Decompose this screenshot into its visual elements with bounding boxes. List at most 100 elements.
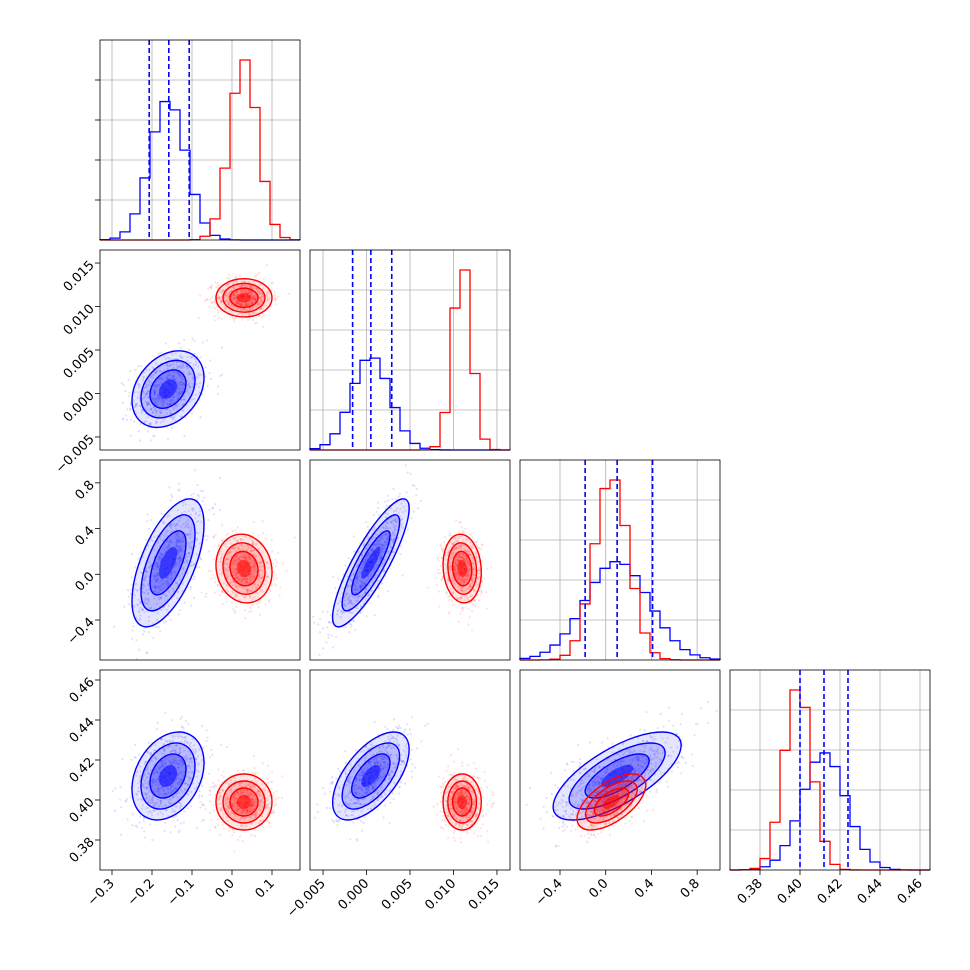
contour-blue — [341, 742, 401, 810]
contour-red — [222, 780, 266, 824]
density-fill-red — [457, 559, 467, 578]
density-fill-blue — [159, 546, 178, 579]
panel-background — [310, 670, 510, 870]
y-tick-label: −0.005 — [53, 432, 98, 477]
y-tick-label: 0.015 — [61, 258, 98, 295]
x-tick-label: −0.4 — [533, 876, 566, 909]
contour-red — [442, 533, 483, 604]
contour-red — [229, 787, 259, 817]
x-tick-label: 0.44 — [855, 876, 886, 907]
y-tick-label: 0.0 — [72, 569, 97, 594]
density-fill-red — [236, 559, 251, 578]
contour-blue — [140, 514, 196, 612]
panel-frame — [309, 459, 511, 661]
contour-red — [215, 277, 273, 318]
y-tick-label: 0.4 — [72, 524, 97, 549]
panel-frame — [99, 39, 301, 241]
x-tick-label: 0.46 — [895, 876, 926, 907]
contour-blue — [331, 498, 410, 628]
contour-blue — [131, 498, 205, 628]
x-tick-label: 0.015 — [466, 876, 503, 913]
x-tick-label: 0.42 — [815, 876, 846, 907]
panel-hist-3 — [729, 669, 931, 875]
y-tick-label: 0.46 — [67, 675, 98, 706]
x-tick-label: −0.005 — [284, 876, 329, 921]
contour-red — [215, 773, 273, 831]
panel-background — [100, 670, 300, 870]
y-tick-label: 0.42 — [67, 755, 98, 786]
y-tick-label: 0.40 — [67, 795, 98, 826]
contour-red — [447, 780, 478, 824]
panel-frame — [729, 669, 931, 871]
contour-red — [215, 533, 273, 604]
contour-blue — [131, 350, 205, 429]
contour-blue — [149, 530, 187, 596]
contour-blue — [140, 359, 196, 419]
contour-red — [576, 773, 647, 831]
panel-frame — [309, 249, 511, 451]
x-tick-label: 0.4 — [632, 876, 657, 901]
contour-blue — [351, 753, 391, 799]
y-tick-label: 0.005 — [61, 345, 98, 382]
panel-background — [100, 460, 300, 660]
x-tick-label: 0.40 — [775, 876, 806, 907]
x-tick-label: 0.0 — [213, 876, 238, 901]
panel-hist-1 — [309, 249, 511, 451]
contour-blue — [149, 369, 187, 409]
panel-frame — [519, 669, 721, 871]
x-tick-label: 0.000 — [335, 876, 372, 913]
density-fill-red — [237, 293, 251, 303]
density-fill-red — [457, 795, 467, 809]
x-tick-label: 0.1 — [253, 876, 278, 901]
y-tick-label: 0.44 — [67, 715, 98, 746]
x-tick-label: 0.010 — [422, 876, 459, 913]
x-tick-label: 0.38 — [735, 876, 766, 907]
x-tick-label: 0.0 — [586, 876, 611, 901]
panel-frame — [99, 459, 301, 661]
y-tick-label: 0.38 — [67, 835, 98, 866]
panel-2d-0-2: −0.4 0.0 0.4 0.8 — [65, 459, 301, 661]
density-fill-blue — [159, 765, 178, 788]
y-tick-label: 0.010 — [61, 302, 98, 339]
contour-red — [442, 773, 483, 831]
y-tick-label: 0.000 — [61, 389, 98, 426]
contour-red — [447, 542, 478, 595]
y-tick-label: 0.8 — [72, 478, 97, 503]
panel-2d-1-2 — [309, 459, 511, 661]
panel-2d-0-1: −0.005 0.000 0.005 0.010 0.015 — [53, 249, 301, 477]
contour-red — [229, 550, 259, 587]
contour-red — [585, 780, 638, 824]
density-fill-red — [237, 795, 251, 809]
contour-red — [229, 287, 259, 309]
contour-red — [451, 787, 473, 817]
scatter-red — [197, 754, 284, 853]
contour-blue — [140, 742, 196, 810]
contour-blue — [149, 753, 187, 799]
panel-2d-1-3 — [309, 669, 511, 875]
contour-blue — [568, 742, 666, 810]
contour-blue — [341, 514, 401, 612]
density-fill-red — [602, 795, 621, 810]
panel-2d-2-3 — [519, 669, 721, 875]
panel-hist-0 — [95, 39, 301, 241]
x-tick-label: −0.3 — [85, 876, 118, 909]
contour-red — [593, 787, 630, 817]
panel-background — [100, 250, 300, 450]
x-tick-label: −0.1 — [165, 876, 198, 909]
contour-red — [222, 282, 266, 313]
x-tick-label: −0.2 — [125, 876, 158, 909]
contour-blue — [552, 731, 682, 821]
x-tick-label: 0.005 — [379, 876, 416, 913]
contour-blue — [131, 731, 205, 821]
contour-red — [222, 542, 266, 595]
panel-background — [310, 460, 510, 660]
contour-blue — [351, 530, 391, 596]
panel-background — [730, 670, 930, 870]
hist-blue-2 — [519, 561, 721, 660]
density-fill-blue — [361, 546, 381, 579]
panel-frame — [519, 459, 721, 661]
panel-2d-0-3: 0.38 0.40 0.42 0.44 0.46 — [67, 669, 301, 875]
contour-red — [451, 550, 473, 587]
contour-blue — [331, 731, 410, 821]
